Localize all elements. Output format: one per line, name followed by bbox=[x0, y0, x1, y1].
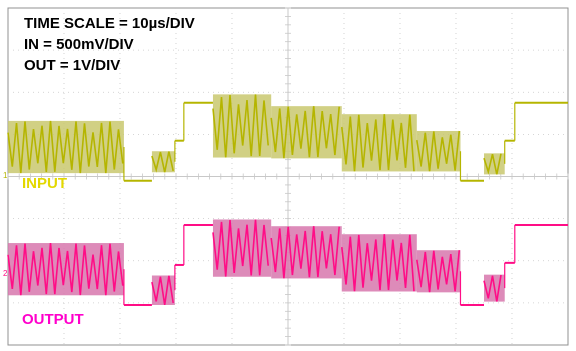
input-trace bbox=[7, 94, 568, 182]
input-scale-annotation: IN = 500mV/DIV bbox=[24, 36, 134, 53]
output-scale-annotation: OUT = 1V/DIV bbox=[24, 57, 121, 74]
output-burst bbox=[7, 243, 124, 296]
input-burst bbox=[341, 114, 415, 172]
time-scale-annotation: TIME SCALE = 10µs/DIV bbox=[24, 15, 195, 32]
input-burst bbox=[7, 120, 124, 174]
output-trace-label: OUTPUT bbox=[22, 311, 84, 328]
input-burst bbox=[416, 130, 461, 172]
output-trace bbox=[7, 219, 568, 306]
ch2-marker: 2 bbox=[3, 269, 8, 278]
output-burst bbox=[151, 275, 174, 306]
output-burst bbox=[212, 219, 269, 277]
output-burst bbox=[341, 234, 415, 292]
input-trace-label: INPUT bbox=[22, 175, 67, 192]
output-burst bbox=[270, 226, 340, 279]
output-burst bbox=[483, 274, 502, 302]
traces bbox=[7, 94, 568, 306]
input-burst bbox=[270, 106, 340, 159]
input-burst bbox=[212, 94, 269, 158]
output-burst bbox=[416, 250, 461, 293]
output-envelope bbox=[151, 275, 175, 305]
input-burst bbox=[151, 151, 174, 173]
input-burst bbox=[483, 153, 502, 175]
ch1-marker: 1 bbox=[3, 171, 8, 180]
